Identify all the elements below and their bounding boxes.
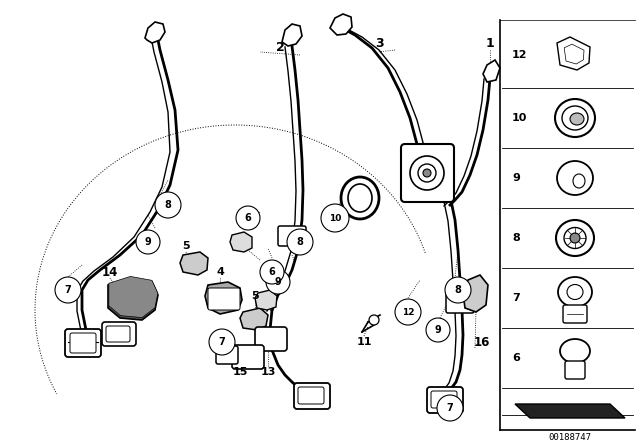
FancyBboxPatch shape: [446, 293, 474, 313]
Text: 8: 8: [296, 237, 303, 247]
FancyBboxPatch shape: [278, 226, 306, 246]
FancyBboxPatch shape: [255, 327, 287, 351]
Text: 7: 7: [219, 337, 225, 347]
Text: 14: 14: [102, 266, 118, 279]
Circle shape: [55, 277, 81, 303]
FancyBboxPatch shape: [298, 387, 324, 404]
Text: 11: 11: [356, 337, 372, 347]
Polygon shape: [180, 252, 208, 275]
Ellipse shape: [570, 113, 584, 125]
FancyBboxPatch shape: [102, 322, 136, 346]
Polygon shape: [230, 232, 252, 252]
Text: 7: 7: [447, 403, 453, 413]
Polygon shape: [255, 290, 277, 310]
Circle shape: [136, 230, 160, 254]
Text: 4: 4: [216, 267, 224, 277]
Circle shape: [236, 206, 260, 230]
FancyBboxPatch shape: [232, 345, 264, 369]
Text: 8: 8: [512, 233, 520, 243]
Ellipse shape: [560, 339, 590, 363]
Circle shape: [437, 395, 463, 421]
Text: 9: 9: [145, 237, 152, 247]
Ellipse shape: [348, 184, 372, 212]
Text: 5: 5: [182, 241, 190, 251]
Polygon shape: [483, 60, 500, 82]
Text: 9: 9: [435, 325, 442, 335]
Text: 12: 12: [512, 50, 527, 60]
Circle shape: [418, 164, 436, 182]
Circle shape: [423, 169, 431, 177]
Circle shape: [445, 277, 471, 303]
Polygon shape: [564, 44, 584, 64]
Text: 2: 2: [276, 40, 284, 53]
Text: 1: 1: [486, 36, 494, 49]
Text: 7: 7: [65, 285, 72, 295]
Circle shape: [410, 156, 444, 190]
Polygon shape: [557, 37, 590, 70]
Text: 8: 8: [454, 285, 461, 295]
Circle shape: [266, 270, 290, 294]
Ellipse shape: [573, 174, 585, 188]
FancyBboxPatch shape: [431, 391, 457, 408]
Circle shape: [369, 315, 379, 325]
Ellipse shape: [557, 161, 593, 195]
Text: 6: 6: [269, 267, 275, 277]
Text: 5: 5: [251, 291, 259, 301]
Text: 15: 15: [232, 367, 248, 377]
Ellipse shape: [556, 220, 594, 256]
Circle shape: [287, 229, 313, 255]
FancyBboxPatch shape: [427, 387, 463, 413]
Text: 9: 9: [275, 277, 282, 287]
Polygon shape: [330, 14, 352, 35]
Text: 00188747: 00188747: [548, 433, 591, 442]
FancyBboxPatch shape: [565, 361, 585, 379]
Polygon shape: [109, 276, 158, 318]
FancyBboxPatch shape: [70, 333, 96, 353]
Text: 16: 16: [474, 336, 490, 349]
FancyBboxPatch shape: [208, 288, 240, 310]
FancyBboxPatch shape: [294, 383, 330, 409]
Polygon shape: [205, 282, 242, 314]
Circle shape: [426, 318, 450, 342]
Text: 10: 10: [329, 214, 341, 223]
Polygon shape: [240, 308, 268, 330]
Text: 13: 13: [260, 367, 276, 377]
Polygon shape: [515, 404, 625, 418]
FancyBboxPatch shape: [563, 305, 587, 323]
Polygon shape: [463, 275, 488, 312]
Text: 9: 9: [512, 173, 520, 183]
Text: 7: 7: [512, 293, 520, 303]
Ellipse shape: [555, 99, 595, 137]
Ellipse shape: [341, 177, 379, 219]
Ellipse shape: [570, 233, 580, 243]
Text: 3: 3: [376, 36, 384, 49]
Text: 12: 12: [402, 307, 414, 316]
FancyBboxPatch shape: [216, 346, 238, 364]
Circle shape: [155, 192, 181, 218]
Text: 8: 8: [164, 200, 172, 210]
Text: 6: 6: [244, 213, 252, 223]
Ellipse shape: [558, 277, 592, 307]
Ellipse shape: [564, 228, 586, 249]
FancyBboxPatch shape: [65, 329, 101, 357]
Circle shape: [321, 204, 349, 232]
Ellipse shape: [562, 106, 588, 130]
Ellipse shape: [567, 284, 583, 300]
Polygon shape: [108, 278, 158, 320]
FancyBboxPatch shape: [401, 144, 454, 202]
Polygon shape: [282, 24, 302, 46]
Circle shape: [260, 260, 284, 284]
FancyBboxPatch shape: [106, 326, 130, 342]
Text: 10: 10: [512, 113, 527, 123]
Circle shape: [209, 329, 235, 355]
Circle shape: [395, 299, 421, 325]
Text: 6: 6: [512, 353, 520, 363]
Polygon shape: [145, 22, 165, 43]
